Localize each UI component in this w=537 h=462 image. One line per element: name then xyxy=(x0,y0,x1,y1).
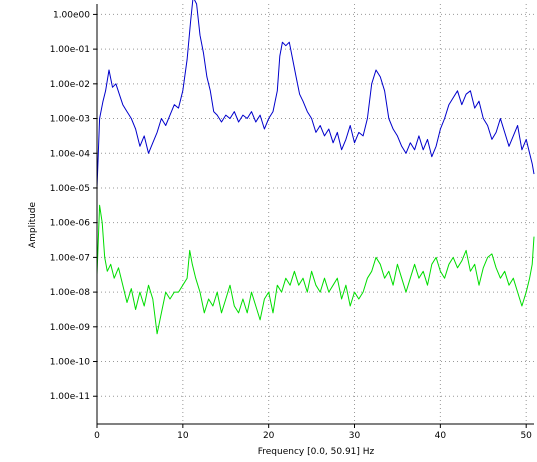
y-tick-label: 1.00e-01 xyxy=(50,45,90,55)
x-tick-label: 50 xyxy=(520,431,532,441)
y-axis-label: Amplitude xyxy=(28,201,38,248)
y-tick-label: 1.00e-11 xyxy=(50,392,90,402)
y-tick-label: 1.00e-07 xyxy=(50,253,90,263)
x-tick-label: 30 xyxy=(349,431,361,441)
axes xyxy=(93,4,534,428)
y-tick-labels: 1.00e00 1.00e-01 1.00e-02 1.00e-03 1.00e-04 1… xyxy=(50,10,91,402)
x-tick-label: 40 xyxy=(435,431,447,441)
grid-lines xyxy=(97,4,534,424)
x-tick-label: 10 xyxy=(177,431,189,441)
x-axis-label: Frequency [0.0, 50.91] Hz xyxy=(258,447,375,457)
y-tick-label: 1.00e-06 xyxy=(50,219,91,229)
series-line-2 xyxy=(96,204,535,335)
y-tick-label: 1.00e00 xyxy=(53,10,90,20)
y-tick-label: 1.00e-02 xyxy=(50,80,90,90)
x-tick-labels: 0 10 20 30 40 50 xyxy=(94,431,532,441)
y-tick-label: 1.00e-08 xyxy=(50,288,91,298)
x-tick-label: 20 xyxy=(263,431,275,441)
x-tick-label: 0 xyxy=(94,431,100,441)
series-line-1 xyxy=(96,0,535,189)
y-tick-label: 1.00e-04 xyxy=(50,149,91,159)
y-tick-label: 1.00e-09 xyxy=(50,323,91,333)
y-tick-label: 1.00e-03 xyxy=(50,115,90,125)
y-tick-label: 1.00e-05 xyxy=(50,184,90,194)
series-layer xyxy=(96,0,535,335)
y-tick-label: 1.00e-10 xyxy=(50,358,91,368)
